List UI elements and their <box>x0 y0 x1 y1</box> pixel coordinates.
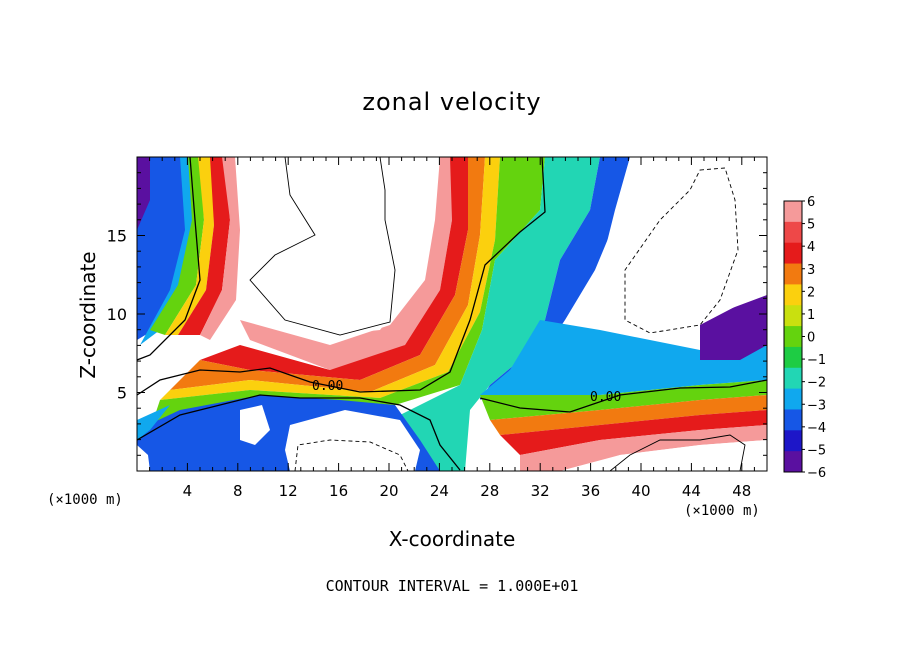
colorbar-swatch <box>784 263 802 285</box>
y-axis-label: Z-coordinate <box>76 251 100 379</box>
colorbar-label: 1 <box>807 308 815 323</box>
field-band-cyan-left <box>140 157 198 345</box>
x-unit-label-left: (×1000 m) <box>47 492 123 508</box>
colorbar-swatch <box>784 326 802 348</box>
colorbar-label: 0 <box>807 331 815 346</box>
contour-label-1: 0.00 <box>312 379 343 394</box>
field-hole-lower-right <box>575 440 767 471</box>
field-band-violet-right <box>700 295 767 360</box>
colorbar-label: −5 <box>807 443 826 458</box>
colorbar-label: −4 <box>807 421 826 436</box>
x-unit-label-right: (×1000 m) <box>684 503 760 519</box>
contour-zero-left <box>137 157 201 361</box>
heatmap-field <box>137 157 767 471</box>
field-band-red-lower <box>500 410 767 455</box>
colorbar-swatch <box>784 242 802 265</box>
colorbar-label: 5 <box>807 218 815 233</box>
field-band-yellow-left <box>165 157 214 335</box>
field-band-red-left <box>178 157 230 335</box>
x-tick-label: 16 <box>329 482 348 500</box>
colorbar-swatch <box>784 221 802 244</box>
x-tick-label: 28 <box>480 482 499 500</box>
field-band-orange-center <box>170 157 485 392</box>
field-band-blue-mid <box>480 157 630 400</box>
field-band-blue-left <box>137 157 190 340</box>
field-band-green-left <box>150 157 204 335</box>
chart-title: zonal velocity <box>362 88 542 116</box>
field-hole-bottom-left <box>137 445 150 471</box>
x-tick-label: 20 <box>379 482 398 500</box>
x-tick-label: 40 <box>631 482 650 500</box>
y-tick-label: 5 <box>117 384 127 403</box>
contour-pos-hole-lower <box>609 434 746 471</box>
colorbar-label: −3 <box>807 398 826 413</box>
y-axis: 5 10 15 <box>107 172 767 456</box>
field-band-green-center <box>150 157 545 430</box>
x-tick-label: 32 <box>531 482 550 500</box>
contour-zero-lower <box>137 394 461 471</box>
field-band-cyan-right <box>480 320 767 400</box>
field-band-cyan-lower-left <box>137 405 170 440</box>
field-band-pink-center <box>240 157 455 370</box>
field-band-pink-left <box>200 157 240 340</box>
colorbar-label: 4 <box>807 240 815 255</box>
colorbar-swatch <box>784 284 802 306</box>
x-axis: 4 8 12 16 20 24 28 32 36 40 44 48 <box>149 157 755 500</box>
contour-neg-dashed-right <box>624 167 739 334</box>
field-hole-lower-left <box>285 410 420 471</box>
x-tick-label: 44 <box>682 482 701 500</box>
colorbar: 6 5 4 3 2 1 0 −1 −2 −3 −4 −5 −6 <box>783 195 826 481</box>
x-tick-label: 8 <box>233 482 243 500</box>
colorbar-swatch <box>784 451 802 473</box>
colorbar-swatch <box>784 305 802 327</box>
colorbar-swatch <box>784 388 802 410</box>
y-tick-label: 15 <box>107 227 127 246</box>
colorbar-label: −6 <box>807 466 826 481</box>
colorbar-label: 3 <box>807 263 815 278</box>
y-tick-label: 10 <box>107 305 127 324</box>
contour-interval-footer: CONTOUR INTERVAL = 1.000E+01 <box>325 577 579 595</box>
field-hole-upper-left <box>240 157 430 335</box>
contour-neg-dashed-lower <box>294 439 409 471</box>
contour-zero-right <box>479 379 767 413</box>
x-tick-label: 36 <box>581 482 600 500</box>
contour-pos-hole-upper <box>249 157 396 336</box>
colorbar-label: −1 <box>807 353 826 368</box>
x-tick-label: 48 <box>732 482 751 500</box>
colorbar-label: −2 <box>807 376 826 391</box>
colorbar-label: 6 <box>807 195 815 210</box>
colorbar-swatch <box>784 430 802 452</box>
colorbar-label: 2 <box>807 285 815 300</box>
colorbar-swatch <box>784 346 802 369</box>
colorbar-swatch <box>784 367 802 390</box>
field-hole-upper-right <box>580 157 767 330</box>
x-tick-label: 4 <box>183 482 193 500</box>
x-tick-label: 24 <box>430 482 449 500</box>
field-band-orange-lower <box>490 395 767 435</box>
colorbar-swatch <box>784 409 802 431</box>
contour-label-2: 0.00 <box>590 390 621 405</box>
colorbar-swatch <box>784 201 802 223</box>
contour-zero-mid <box>137 157 546 396</box>
x-axis-label: X-coordinate <box>388 527 516 551</box>
field-band-cyan-mid <box>390 157 600 471</box>
field-hole-small-left <box>240 405 270 445</box>
x-tick-label: 12 <box>279 482 298 500</box>
field-band-red-center <box>200 157 470 380</box>
